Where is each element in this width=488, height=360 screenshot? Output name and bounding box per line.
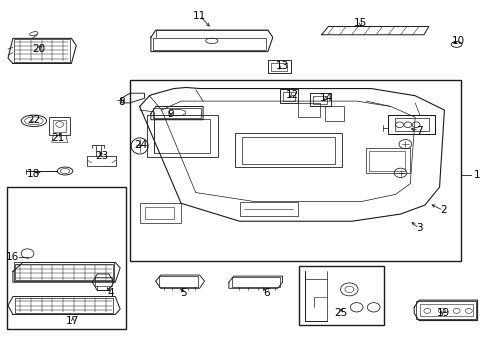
Text: 20: 20: [32, 44, 45, 54]
Bar: [239, 202, 298, 216]
Bar: [87, 156, 116, 166]
Text: 23: 23: [95, 150, 108, 161]
Bar: [130, 80, 461, 261]
Bar: [419, 304, 472, 316]
Bar: [415, 301, 475, 319]
Text: 9: 9: [167, 109, 173, 119]
Bar: [6, 187, 126, 329]
Bar: [366, 148, 409, 173]
Text: 3: 3: [415, 224, 422, 233]
Text: 11: 11: [193, 11, 206, 21]
Text: 17: 17: [66, 316, 80, 325]
Bar: [154, 119, 210, 153]
Bar: [299, 266, 384, 325]
Text: 19: 19: [436, 309, 449, 318]
Text: 5: 5: [180, 288, 186, 298]
Text: 2: 2: [439, 206, 446, 216]
Text: 13: 13: [275, 61, 288, 71]
Bar: [279, 89, 298, 103]
Bar: [153, 108, 200, 118]
Bar: [144, 207, 173, 220]
Bar: [298, 103, 320, 117]
Text: 25: 25: [334, 309, 347, 318]
Bar: [394, 118, 428, 131]
Text: 8: 8: [118, 97, 124, 107]
Text: 4: 4: [107, 288, 114, 298]
Bar: [242, 137, 334, 164]
Bar: [267, 59, 291, 73]
Text: 1: 1: [473, 170, 480, 180]
Bar: [147, 116, 217, 157]
Bar: [53, 120, 66, 132]
Text: 16: 16: [6, 252, 20, 262]
Text: 7: 7: [415, 126, 422, 135]
Text: 24: 24: [134, 140, 147, 150]
Bar: [14, 262, 114, 281]
Bar: [234, 134, 341, 167]
Bar: [15, 298, 113, 313]
Bar: [15, 264, 113, 280]
Bar: [159, 276, 198, 287]
Text: 15: 15: [353, 18, 366, 28]
Bar: [313, 96, 326, 104]
Bar: [14, 40, 70, 62]
Text: 6: 6: [263, 288, 269, 298]
Text: 10: 10: [450, 36, 464, 46]
Text: 12: 12: [285, 90, 298, 100]
Bar: [368, 151, 405, 171]
Text: 14: 14: [319, 93, 332, 103]
Bar: [140, 203, 181, 223]
Bar: [95, 277, 112, 286]
Bar: [282, 92, 294, 101]
Bar: [232, 277, 280, 287]
Bar: [325, 107, 344, 121]
Bar: [271, 63, 287, 71]
Text: 18: 18: [27, 168, 41, 179]
Bar: [49, 117, 70, 135]
Bar: [310, 93, 330, 107]
Text: 21: 21: [52, 133, 65, 143]
Text: 22: 22: [27, 115, 41, 125]
Bar: [153, 38, 265, 50]
Bar: [387, 116, 434, 134]
